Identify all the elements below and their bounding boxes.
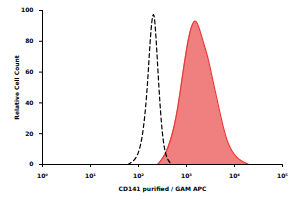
svg-text:10⁴: 10⁴ (229, 172, 240, 179)
svg-text:10⁰: 10⁰ (37, 172, 48, 179)
svg-text:100: 100 (21, 6, 34, 13)
svg-text:10²: 10² (133, 172, 144, 179)
svg-text:10³: 10³ (181, 172, 192, 179)
svg-text:60: 60 (25, 68, 33, 75)
svg-text:40: 40 (25, 99, 33, 106)
svg-text:Relative Cell Count: Relative Cell Count (13, 55, 20, 120)
svg-text:10¹: 10¹ (85, 172, 96, 179)
svg-text:10⁵: 10⁵ (277, 172, 288, 179)
svg-text:CD141 purified / GAM APC: CD141 purified / GAM APC (119, 185, 207, 193)
svg-text:20: 20 (25, 130, 33, 137)
svg-text:0: 0 (29, 160, 33, 167)
svg-text:80: 80 (25, 37, 33, 44)
